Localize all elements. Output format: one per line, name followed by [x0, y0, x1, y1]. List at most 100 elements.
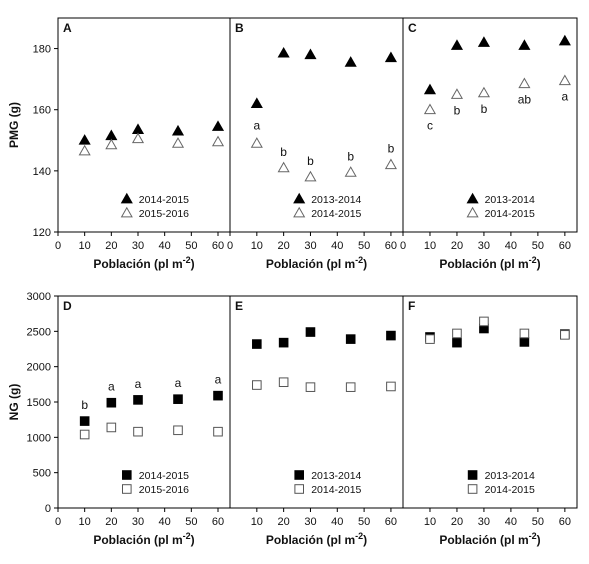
x-tick-label: 50 — [185, 240, 197, 252]
data-point — [345, 382, 356, 392]
data-point — [78, 134, 91, 145]
y-tick-label: 180 — [33, 44, 51, 56]
x-tick-label: 20 — [278, 240, 290, 252]
data-point — [171, 124, 185, 136]
legend-label: 2013-2014 — [485, 470, 535, 482]
x-tick-label: 0 — [55, 516, 61, 528]
data-point — [344, 56, 357, 67]
y-tick-label: 120 — [33, 227, 51, 239]
y-tick-label: 1000 — [27, 432, 51, 444]
data-point — [79, 429, 90, 440]
data-point — [304, 48, 317, 60]
significance-letter: b — [454, 103, 461, 117]
legend-label: 2013-2014 — [311, 470, 361, 482]
significance-letter: a — [253, 118, 260, 132]
significance-letter: a — [108, 380, 115, 394]
data-point — [384, 158, 397, 170]
significance-letter: b — [280, 145, 287, 159]
x-tick-label: 20 — [451, 240, 463, 252]
series-open — [425, 316, 570, 344]
x-tick-label: 60 — [385, 240, 397, 252]
x-axis-label: Población (pl m-2) — [439, 255, 540, 271]
significance-letter: b — [307, 154, 314, 168]
data-point — [452, 328, 462, 339]
panel-c-letter: C — [408, 21, 417, 35]
significance-letter: b — [481, 102, 488, 116]
x-tick-label: 10 — [79, 240, 91, 252]
data-point — [384, 51, 397, 63]
legend-label: 2014-2015 — [485, 208, 535, 220]
x-tick-label: 40 — [505, 240, 517, 252]
x-tick-label: 20 — [105, 516, 117, 528]
data-point — [477, 36, 490, 47]
series-filled — [250, 46, 397, 108]
data-point — [477, 86, 490, 98]
x-axis-label: Población (pl m-2) — [266, 531, 367, 547]
x-tick-label: 10 — [424, 516, 436, 528]
series-filled — [79, 390, 223, 426]
data-point — [558, 74, 571, 86]
legend-marker — [120, 206, 133, 218]
panel-e: E 10 20 30 40 50 60 Población (pl m-2) 2013-2014… — [229, 295, 404, 547]
data-point — [345, 334, 356, 344]
x-tick-label: 30 — [478, 240, 490, 252]
x-tick-label: 60 — [385, 516, 397, 528]
data-point — [423, 103, 437, 115]
series-open — [78, 132, 225, 156]
legend-marker — [120, 192, 133, 204]
data-point — [250, 97, 263, 108]
data-point — [133, 426, 143, 437]
data-point — [278, 377, 289, 388]
significance-letter: b — [347, 149, 354, 163]
y-tick-label: 500 — [33, 468, 51, 480]
x-tick-label: 50 — [532, 240, 544, 252]
data-point — [79, 416, 90, 426]
panel-e-letter: E — [235, 299, 243, 313]
series-filled — [252, 327, 396, 349]
legend-label: 2013-2014 — [485, 194, 535, 206]
significance-letter: b — [388, 142, 395, 156]
data-point — [560, 330, 570, 340]
y-tick-label: 1500 — [27, 397, 51, 409]
significance-letter: b — [81, 398, 88, 412]
x-tick-label: 40 — [331, 240, 343, 252]
y-tick-label: 2000 — [27, 362, 51, 374]
series-open — [79, 422, 223, 440]
legend-marker — [467, 470, 478, 480]
series-open — [250, 137, 397, 182]
data-point — [78, 144, 91, 156]
legend-label: 2015-2016 — [139, 208, 189, 220]
panel-b: B 0 10 20 30 40 50 60 Población (pl m-2) a b b b b 201… — [227, 17, 404, 271]
x-tick-label: 30 — [304, 240, 316, 252]
data-point — [277, 46, 290, 58]
x-tick-label: 0 — [400, 240, 406, 252]
legend-label: 2015-2016 — [139, 484, 189, 496]
data-point — [450, 88, 464, 99]
data-point — [305, 327, 316, 337]
x-tick-label: 50 — [358, 516, 370, 528]
data-point — [305, 382, 316, 392]
x-tick-label: 0 — [227, 240, 233, 252]
legend-marker — [466, 206, 479, 218]
x-tick-label: 60 — [559, 516, 571, 528]
data-point — [386, 381, 396, 392]
series-filled — [423, 34, 571, 95]
data-point — [386, 330, 396, 341]
data-point — [452, 337, 462, 348]
x-tick-label: 30 — [132, 516, 144, 528]
legend-marker — [294, 484, 304, 494]
significance-letter: c — [427, 119, 433, 133]
x-axis-label: Población (pl m-2) — [93, 531, 194, 547]
data-point — [213, 426, 223, 437]
significance-letter: a — [175, 376, 182, 390]
data-point — [105, 129, 118, 141]
data-point — [518, 39, 531, 50]
legend-marker — [294, 470, 304, 480]
data-point — [211, 135, 225, 147]
x-axis-label: Población (pl m-2) — [439, 531, 540, 547]
y-axis-label: NG (g) — [7, 384, 21, 421]
legend-label: 2013-2014 — [311, 194, 361, 206]
x-axis-label: Población (pl m-2) — [93, 255, 194, 271]
x-tick-label: 10 — [424, 240, 436, 252]
